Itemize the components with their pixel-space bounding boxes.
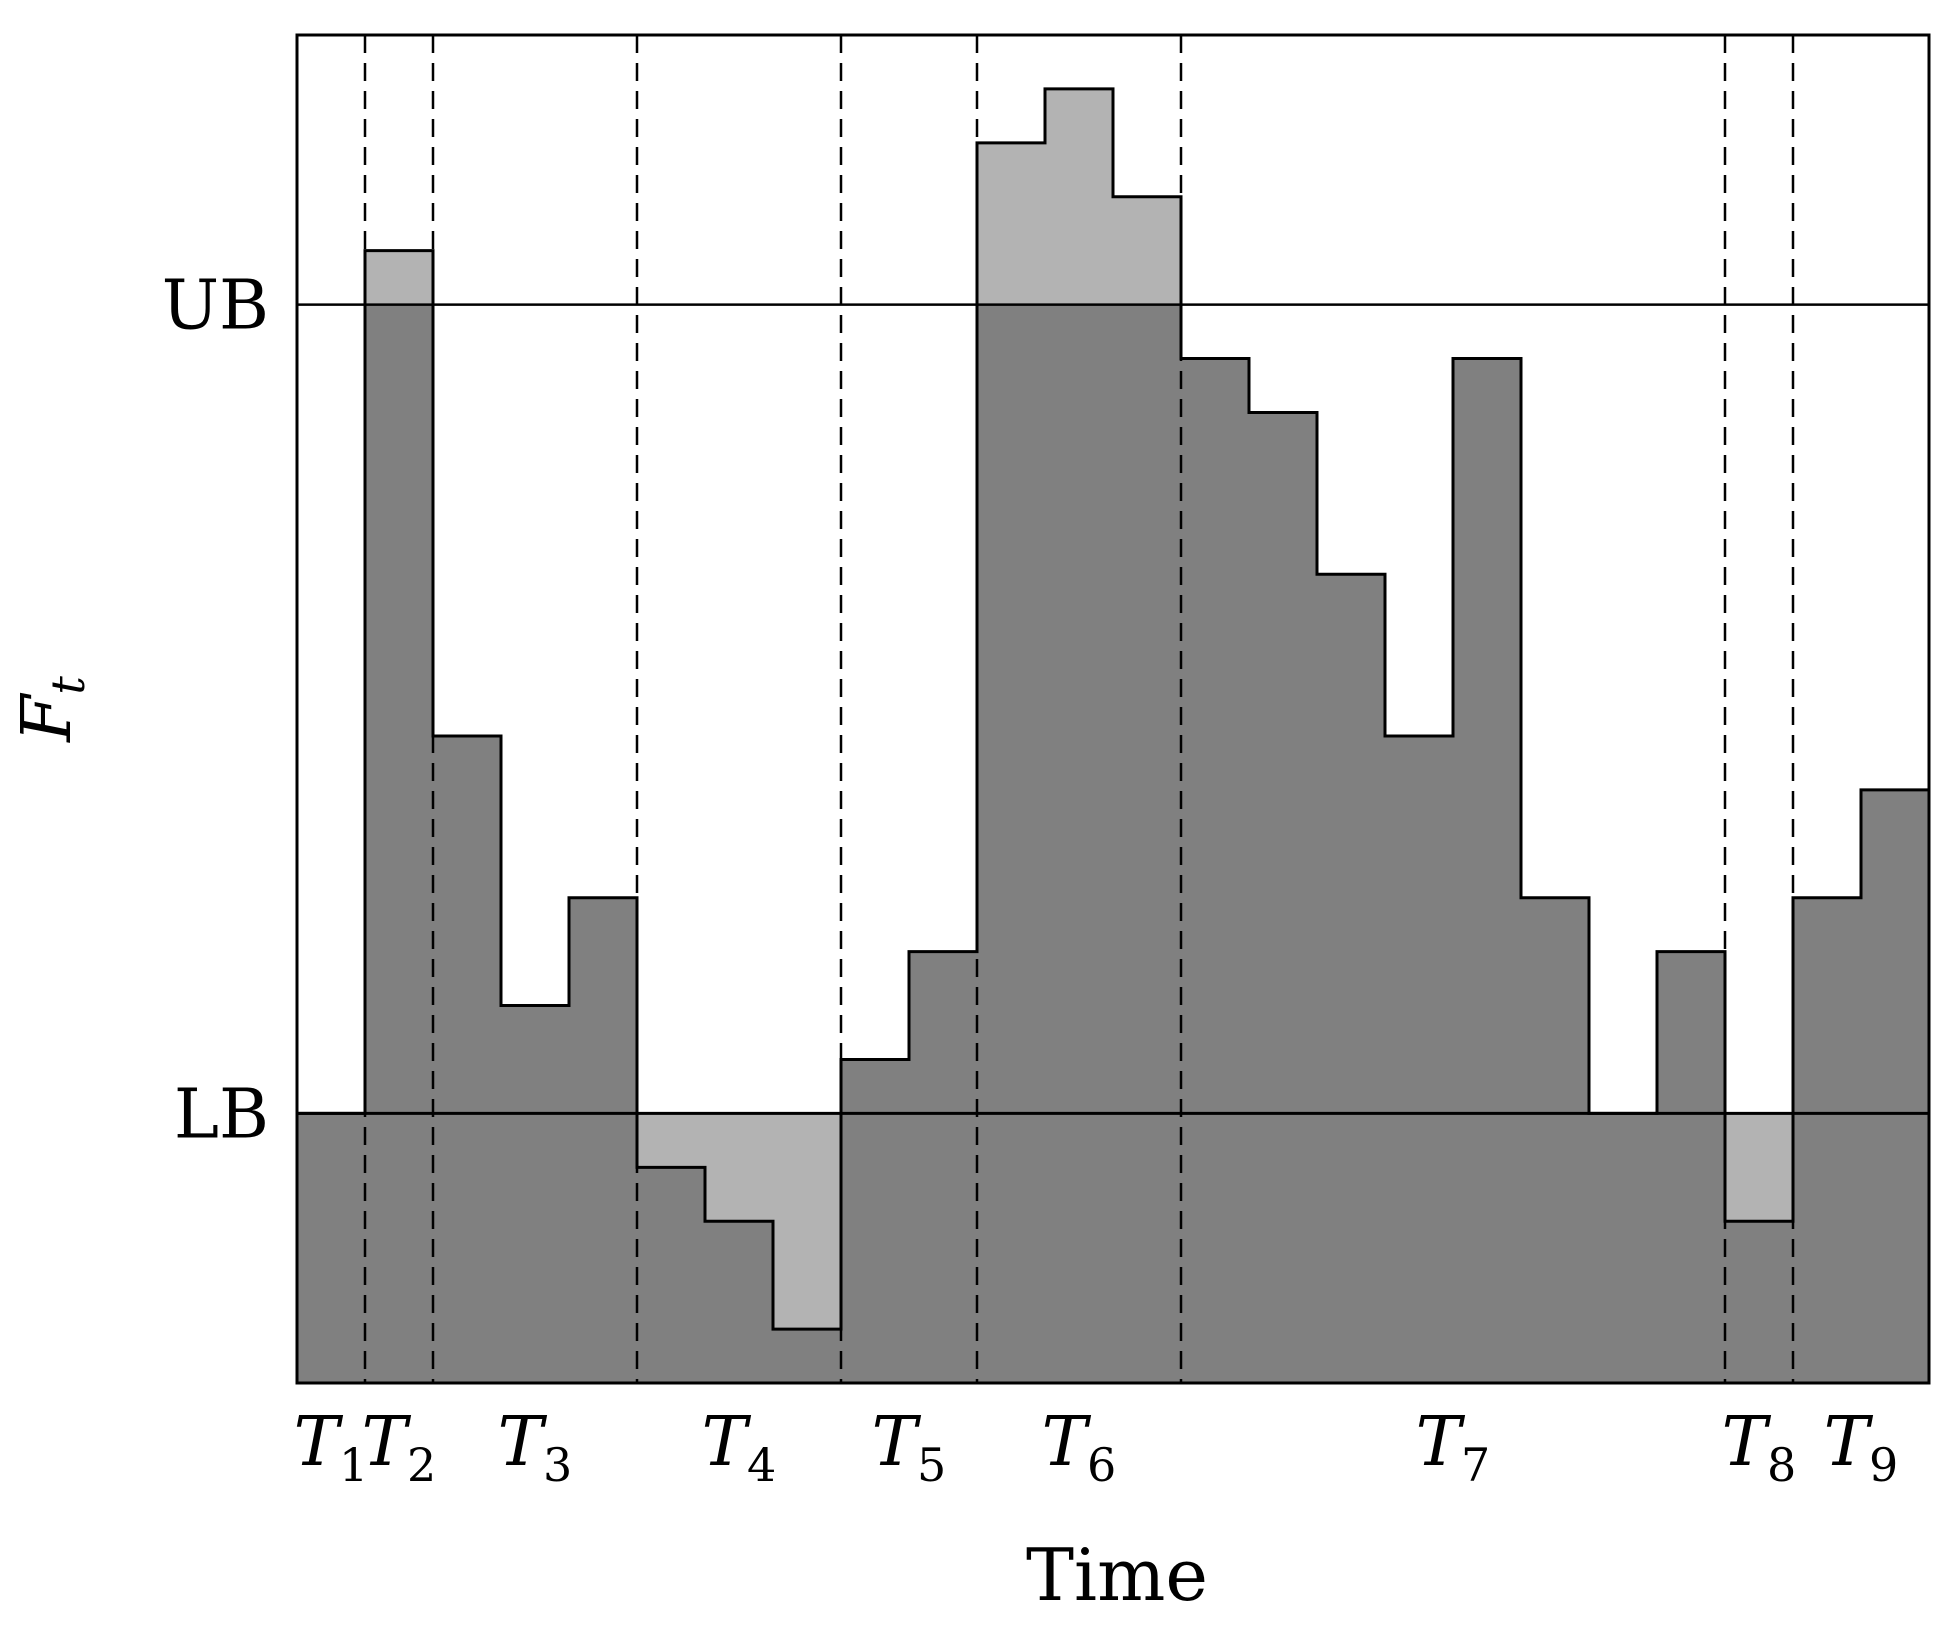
bar-12 [1113,304,1181,1384]
period-label-1-main: T [294,1403,344,1482]
period-label-8-main: T [1722,1403,1772,1482]
bar-23 [1861,789,1929,1383]
bar-5 [637,1167,705,1383]
period-label-2-sub: 2 [407,1438,436,1492]
light-fill-layer [365,88,1793,1330]
period-label-6-main: T [1042,1403,1092,1482]
bar-8 [841,1059,909,1383]
period-label-4: T4 [702,1403,777,1492]
bar-1 [365,304,433,1384]
period-label-5: T5 [872,1403,947,1492]
bar-22 [1793,897,1861,1383]
bar-10 [977,304,1045,1384]
step-outline [297,87,1929,1331]
bar-7-deficit [773,1113,841,1330]
bar-20 [1657,951,1725,1383]
period-label-7-main: T [1416,1403,1466,1482]
bar-4 [569,897,637,1383]
period-label-1: T1 [294,1403,369,1492]
period-label-8: T8 [1722,1403,1797,1492]
x-axis-label: Time [1026,1533,1208,1617]
period-label-9: T9 [1824,1403,1899,1492]
bar-1-excess [365,250,433,305]
period-label-9-main: T [1824,1403,1874,1482]
bar-17 [1453,358,1521,1383]
period-label-3-main: T [498,1403,548,1482]
period-label-6-sub: 6 [1087,1438,1116,1492]
y-axis-label: Ft [8,676,95,744]
bar-18 [1521,897,1589,1383]
period-label-2: T2 [362,1403,437,1492]
bar-6-deficit [705,1113,773,1222]
bar-9 [909,951,977,1383]
bar-11-excess [1045,88,1113,305]
bar-7 [773,1329,841,1383]
period-label-4-sub: 4 [747,1438,776,1492]
bar-10-excess [977,142,1045,305]
period-label-5-sub: 5 [917,1438,946,1492]
period-label-3: T3 [498,1403,573,1492]
bar-3 [501,1005,569,1383]
bar-12-excess [1113,196,1181,305]
bound-line-layer [297,303,1929,1115]
y-axis-label-main: F [8,692,87,744]
bar-14 [1249,412,1317,1383]
dark-fill-layer [297,304,1929,1384]
bar-6 [705,1221,773,1383]
period-label-9-sub: 9 [1869,1438,1898,1492]
period-label-1-sub: 1 [339,1438,368,1492]
plot-frame [295,33,1931,1385]
period-label-2-main: T [362,1403,412,1482]
bar-21-deficit [1725,1113,1793,1222]
period-label-4-main: T [702,1403,752,1482]
bar-outline-layer [297,87,1929,1331]
period-label-6: T6 [1042,1403,1117,1492]
period-label-3-sub: 3 [543,1438,572,1492]
period-label-7-sub: 7 [1461,1438,1490,1492]
bar-16 [1385,735,1453,1383]
bar-13 [1181,358,1249,1383]
period-label-5-main: T [872,1403,922,1482]
period-label-8-sub: 8 [1767,1438,1796,1492]
period-label-7: T7 [1416,1403,1491,1492]
bar-0 [297,1113,365,1383]
lb-label: LB [174,1075,269,1154]
period-boundary-layer [363,35,1795,1383]
bar-11 [1045,304,1113,1384]
y-axis-label-sub: t [41,676,95,695]
bar-15 [1317,574,1385,1383]
bar-5-deficit [637,1113,705,1168]
bar-2 [433,735,501,1383]
ub-label: UB [162,267,269,346]
bar-19 [1589,1113,1657,1383]
bar-21 [1725,1221,1793,1383]
